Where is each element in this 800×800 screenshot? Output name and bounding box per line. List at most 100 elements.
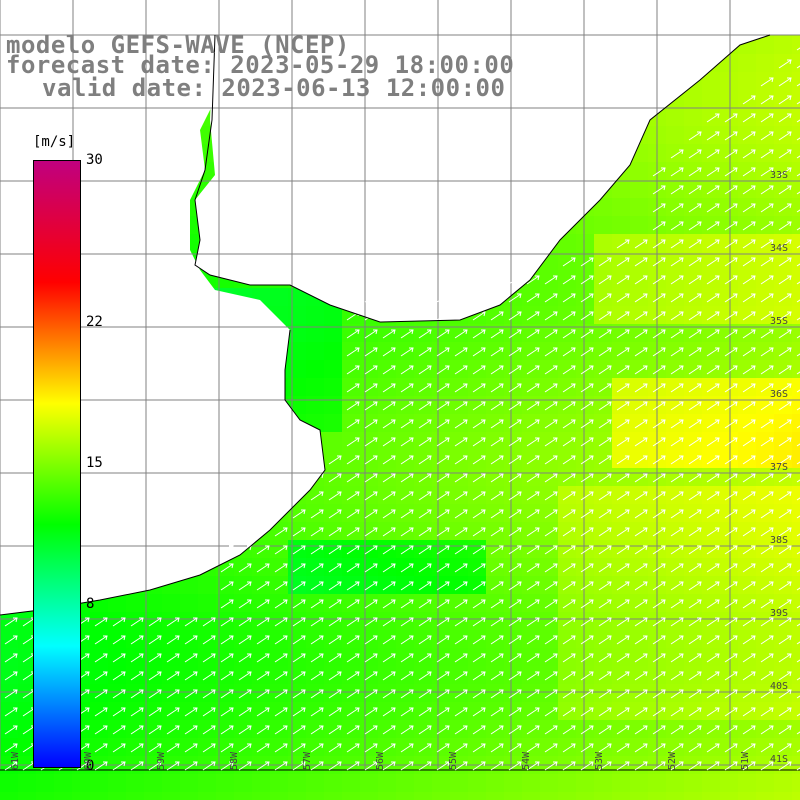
wind-arrow [760,149,774,159]
wind-cell [738,540,756,558]
wind-cell [198,720,216,738]
wind-arrow [706,635,720,645]
wind-cell [360,432,378,450]
wind-cell [756,378,774,396]
wind-arrow-head [643,527,648,533]
wind-arrow [796,173,800,177]
longitude-label: 54W [521,751,532,770]
wind-arrow [742,95,756,105]
wind-arrow-head [481,761,486,767]
wind-cell [432,612,450,630]
wind-cell [270,594,288,612]
wind-arrow [742,149,756,159]
wind-arrow [292,761,306,771]
wind-arrow [742,293,756,303]
wind-cell [108,738,126,756]
wind-arrow [544,653,558,663]
wind-arrow [742,419,756,429]
wind-cell [630,378,648,396]
wind-arrow [490,707,504,717]
wind-arrow [634,689,648,699]
wind-arrow-head [319,725,324,731]
wind-arrow [544,365,558,375]
wind-arrow-head [589,671,594,677]
wind-arrow-head [661,239,666,245]
wind-arrow-head [715,113,720,119]
wind-arrow [238,635,252,645]
wind-arrow [652,383,666,393]
longitude-label: 57W [302,751,313,770]
wind-arrow [472,689,486,699]
wind-arrow-head [679,149,684,155]
latitude-label: 41S [770,754,789,765]
wind-arrow-head [463,491,468,497]
wind-arrow-head [85,671,90,677]
wind-arrow [364,419,378,429]
wind-cell [612,630,630,648]
wind-arrow-head [697,689,702,695]
wind-arrow-head [715,383,720,389]
wind-cell [450,396,468,414]
wind-arrow-head [463,347,468,353]
wind-arrow [454,689,468,699]
wind-arrow-head [661,221,666,227]
wind-arrow [562,455,576,465]
wind-arrow [310,707,324,717]
wind-arrow [652,491,666,501]
wind-arrow-head [715,365,720,371]
wind-cell [594,324,612,342]
wind-cell [306,558,324,576]
wind-arrow [706,671,720,681]
wind-arrow-head [697,275,702,281]
wind-arrow-head [121,617,126,623]
wind-arrow [508,725,522,735]
wind-arrow [364,437,378,447]
wind-arrow-head [571,473,576,479]
wind-arrow-head [751,383,756,389]
wind-arrow [544,275,558,285]
wind-arrow [634,347,648,357]
wind-arrow [418,689,432,699]
wind-arrow [130,617,144,627]
wind-cell [0,648,18,666]
wind-cell [792,108,800,126]
wind-arrow-head [229,527,234,533]
wind-cell [720,126,738,144]
wind-cell [342,612,360,630]
wind-cell [306,306,324,324]
wind-cell [558,252,576,270]
wind-cell [612,342,630,360]
wind-cell [450,612,468,630]
wind-arrow [472,761,486,771]
wind-arrow-head [211,707,216,713]
wind-arrow-head [571,671,576,677]
wind-arrow [454,617,468,627]
wind-arrow [562,599,576,609]
wind-arrow-head [409,743,414,749]
wind-arrow-head [427,545,432,551]
wind-arrow-head [445,491,450,497]
wind-arrow-head [751,545,756,551]
wind-arrow [634,761,648,771]
wind-arrow [670,167,684,177]
wind-arrow-head [355,653,360,659]
wind-arrow-head [445,509,450,515]
wind-arrow [652,257,666,267]
wind-cell [108,630,126,648]
wind-arrow-head [625,455,630,461]
wind-cell [270,792,288,800]
wind-arrow [436,491,450,501]
wind-arrow [346,455,360,465]
wind-arrow [724,437,738,447]
wind-arrow [544,401,558,411]
wind-arrow-head [499,347,504,353]
wind-arrow-head [373,473,378,479]
wind-arrow [544,455,558,465]
wind-cell [576,252,594,270]
wind-arrow [688,275,702,285]
wind-arrow [796,209,800,213]
wind-cell [720,558,738,576]
wind-cell [234,738,252,756]
wind-cell [432,522,450,540]
wind-arrow-head [769,527,774,533]
